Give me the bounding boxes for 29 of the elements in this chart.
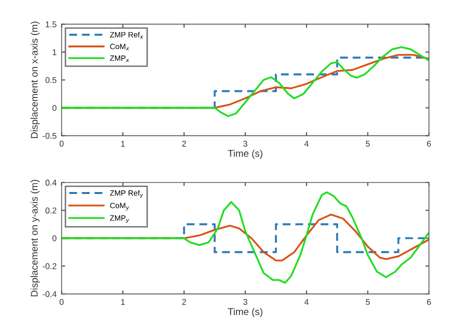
y-tick-label: -0.4 (42, 291, 57, 298)
x-tick-label: 1 (121, 299, 125, 305)
y-tick-label: 1 (52, 49, 56, 56)
y-tick-label: 1.5 (46, 22, 56, 28)
y-tick-label: 0 (52, 105, 56, 111)
y-tick-label: 0.5 (46, 77, 56, 84)
x-tick-label: 0 (60, 299, 64, 305)
x-tick-label: 0 (60, 140, 64, 147)
x-axis-title: Time (s) (228, 308, 262, 318)
y-axis-title: Displacement on y-axis (m) (30, 180, 40, 296)
x-tick-label: 6 (427, 140, 431, 147)
x-tick-label: 3 (243, 140, 248, 147)
x-tick-label: 4 (304, 299, 309, 305)
x-tick-label: 1 (121, 140, 125, 147)
y-tick-label: -0.5 (42, 132, 56, 139)
x-tick-label: 3 (243, 299, 248, 305)
y-tick-label: 0 (52, 235, 56, 242)
x-axis-title: Time (s) (228, 150, 262, 159)
x-tick-label: 5 (366, 299, 370, 305)
y-tick-label: 0.4 (46, 180, 57, 186)
x-tick-label: 6 (427, 299, 431, 305)
x-tick-label: 5 (366, 140, 370, 147)
y-tick-label: -0.2 (42, 263, 56, 270)
line-series (62, 191, 429, 284)
x-tick-label: 4 (304, 140, 309, 147)
x-tick-label: 2 (182, 140, 186, 147)
y-tick-label: 0.2 (46, 208, 56, 214)
y-axis-title: Displacement on x-axis (m) (30, 22, 40, 138)
x-tick-label: 2 (182, 299, 186, 305)
